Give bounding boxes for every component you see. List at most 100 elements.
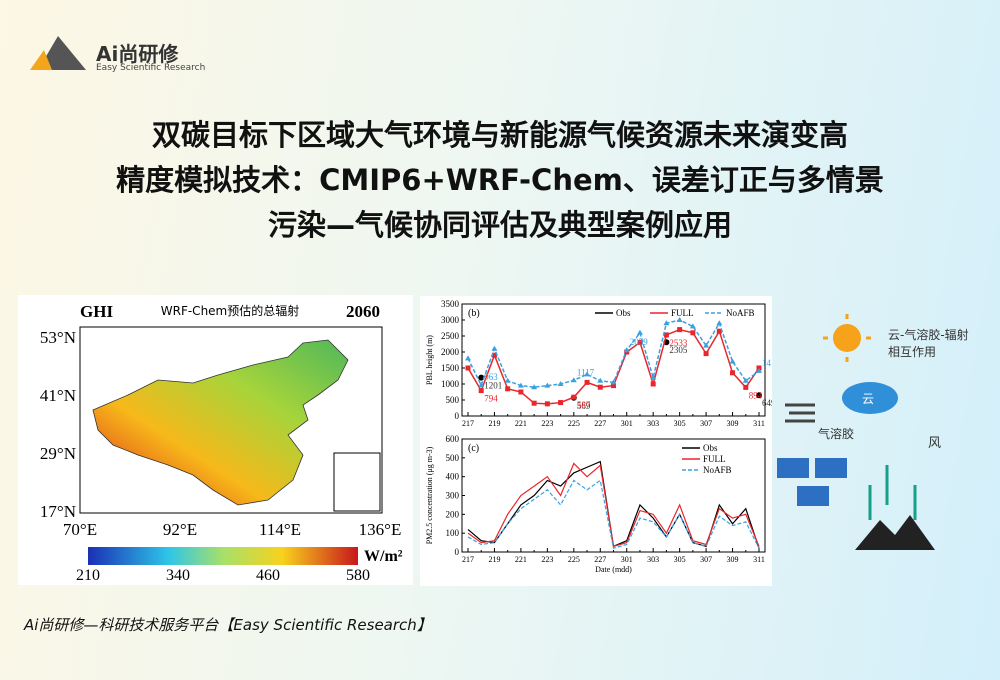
full-point bbox=[505, 386, 511, 392]
x-tick-label: 225 bbox=[568, 419, 580, 428]
x-tick-label: 223 bbox=[541, 555, 553, 564]
x-tick-label: 223 bbox=[541, 419, 553, 428]
x-axis-label: Date (mdd) bbox=[595, 565, 632, 574]
map-figure: GHI WRF-Chem预估的总辐射 2060 53°N 41°N 29°N 17°N70°… bbox=[18, 295, 413, 585]
x-tick-label: 309 bbox=[727, 419, 739, 428]
lat-label: 41°N bbox=[40, 386, 76, 405]
noafb-point bbox=[623, 347, 630, 353]
noafb-point bbox=[663, 320, 670, 326]
y-tick-label: 1500 bbox=[441, 363, 460, 373]
lon-label: 136°E bbox=[359, 520, 402, 539]
legend-label: NoAFB bbox=[726, 308, 755, 318]
panel-label: (b) bbox=[468, 308, 480, 319]
title-line: 双碳目标下区域大气环境与新能源气候资源未来演变高 bbox=[151, 118, 848, 152]
x-tick-label: 307 bbox=[700, 555, 712, 564]
x-tick-label: 225 bbox=[568, 555, 580, 564]
full-point bbox=[690, 330, 696, 336]
wind-label: 风 bbox=[928, 436, 942, 451]
full-point bbox=[637, 339, 643, 345]
aerosol-label: 气溶胶 bbox=[818, 427, 855, 441]
y-tick-label: 3500 bbox=[441, 299, 460, 309]
cloud-label: 云 bbox=[862, 392, 875, 406]
china-map bbox=[92, 339, 349, 506]
value-label: 587 bbox=[577, 400, 591, 410]
value-label: 2059 bbox=[630, 337, 649, 347]
diagram-text: 云-气溶胶-辐射 bbox=[888, 328, 969, 342]
noafb-point bbox=[531, 384, 538, 390]
y-tick-label: 2500 bbox=[441, 331, 460, 341]
full-point bbox=[703, 351, 709, 357]
full-point bbox=[730, 370, 736, 376]
noafb-point bbox=[610, 379, 617, 385]
x-tick-label: 307 bbox=[700, 419, 712, 428]
lat-label: 29°N bbox=[40, 444, 76, 463]
y-tick-label: 0 bbox=[455, 547, 460, 557]
y-axis-label: PM2.5 concentration (μg m-3) bbox=[425, 446, 434, 544]
footer: Ai尚研修—科研技术服务平台【Easy Scientific Research】 bbox=[24, 616, 432, 634]
full-point bbox=[531, 400, 537, 406]
y-tick-label: 500 bbox=[446, 453, 460, 463]
y-tick-label: 1000 bbox=[441, 379, 460, 389]
y-tick-label: 600 bbox=[446, 434, 460, 444]
y-axis-label: PBL height (m) bbox=[425, 335, 434, 385]
x-tick-label: 217 bbox=[462, 555, 474, 564]
y-tick-label: 300 bbox=[446, 491, 460, 501]
x-tick-label: 305 bbox=[674, 419, 686, 428]
noafb-point bbox=[676, 317, 683, 322]
noafb-point bbox=[584, 371, 591, 377]
x-tick-label: 309 bbox=[727, 555, 739, 564]
title-line: 精度模拟技术：CMIP6+WRF-Chem、误差订正与多情景 bbox=[116, 163, 884, 197]
noafb-point bbox=[636, 329, 643, 335]
noafb-point bbox=[716, 320, 723, 326]
noafb-point bbox=[570, 377, 577, 383]
x-tick-label: 219 bbox=[488, 555, 500, 564]
y-tick-label: 3000 bbox=[441, 315, 460, 325]
series-line bbox=[467, 328, 760, 405]
x-tick-label: 227 bbox=[594, 555, 606, 564]
full-point bbox=[611, 383, 616, 389]
lat-label: 17°N bbox=[40, 502, 76, 521]
value-label: 1117 bbox=[577, 367, 595, 377]
noafb-point bbox=[557, 381, 564, 386]
diagram-text: 相互作用 bbox=[888, 345, 937, 359]
value-label: 649 bbox=[762, 398, 772, 408]
y-tick-label: 400 bbox=[446, 472, 460, 482]
diagram-label: 云-气溶胶-辐射 相互作用 bbox=[888, 327, 969, 361]
y-tick-label: 100 bbox=[446, 528, 460, 538]
diagram-icons bbox=[777, 314, 935, 550]
lon-label: 70°E bbox=[63, 520, 97, 539]
full-point bbox=[571, 394, 577, 400]
colorbar-label: 460 bbox=[256, 567, 280, 584]
x-tick-label: 301 bbox=[621, 555, 633, 564]
map-variable: GHI bbox=[80, 302, 113, 321]
y-tick-label: 200 bbox=[446, 509, 460, 519]
value-label: 1201 bbox=[484, 381, 502, 391]
x-tick-label: 311 bbox=[753, 555, 765, 564]
series-line bbox=[467, 462, 760, 548]
x-tick-label: 311 bbox=[753, 419, 765, 428]
value-label: 794 bbox=[484, 394, 498, 404]
colorbar-label: 340 bbox=[166, 567, 190, 584]
noafb-point bbox=[650, 374, 657, 380]
x-tick-label: 303 bbox=[647, 555, 659, 564]
x-tick-label: 303 bbox=[647, 419, 659, 428]
legend-label: FULL bbox=[671, 308, 694, 318]
value-label: 894 bbox=[749, 390, 763, 400]
full-point bbox=[716, 328, 722, 334]
full-point bbox=[491, 352, 497, 358]
panel-label: (c) bbox=[468, 443, 479, 454]
full-point bbox=[597, 384, 603, 390]
value-label: 2533 bbox=[669, 338, 688, 348]
noafb-point bbox=[504, 377, 511, 383]
lon-label: 92°E bbox=[163, 520, 197, 539]
noafb-point bbox=[465, 355, 471, 361]
legend-label: Obs bbox=[616, 308, 631, 318]
y-tick-label: 0 bbox=[455, 411, 460, 421]
colorbar-label: 580 bbox=[346, 567, 370, 584]
full-point bbox=[663, 332, 669, 338]
noafb-point bbox=[597, 377, 604, 383]
title-line: 污染—气候协同评估及典型案例应用 bbox=[267, 208, 732, 242]
noafb-point bbox=[544, 382, 551, 388]
